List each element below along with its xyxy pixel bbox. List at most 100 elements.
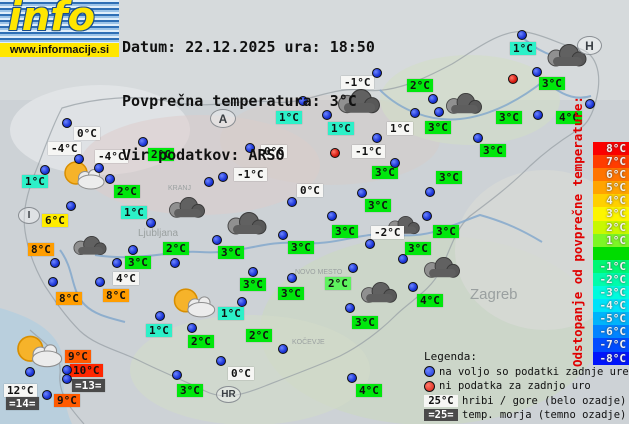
- station-dot-current: [42, 390, 52, 400]
- station-temp-label: 3°C: [433, 225, 459, 238]
- header-source-line: Vir podatkov: ARSO: [122, 146, 285, 164]
- station-temp-label: 2°C: [325, 277, 351, 290]
- station-dot-current: [398, 254, 408, 264]
- station-dot-current: [298, 96, 308, 106]
- station-temp-label: 4°C: [556, 111, 582, 124]
- scale-cell--3°C: -3°C: [593, 286, 629, 300]
- legend-items: na voljo so podatki zadnje ure ni podatka…: [424, 365, 629, 423]
- station-dot-current: [287, 197, 297, 207]
- legend-row: ni podatka za zadnjo uro: [424, 379, 629, 394]
- dark-box-icon: =25=: [424, 409, 458, 422]
- white-box-icon: 25°C: [424, 394, 458, 407]
- station-temp-label: 1°C: [146, 324, 172, 337]
- station-temp-label: 2°C: [188, 335, 214, 348]
- station-temp-label: 0°C: [261, 145, 287, 158]
- station-temp-label: 3°C: [436, 171, 462, 184]
- station-dot-current: [322, 110, 332, 120]
- station-temp-label: 3°C: [125, 256, 151, 269]
- scale-cell-4°C: 4°C: [593, 194, 629, 208]
- station-temp-label: 1°C: [510, 42, 536, 55]
- legend-row: 25°C hribi / gore (belo ozadje): [424, 394, 629, 409]
- station-temp-label: 3°C: [288, 241, 314, 254]
- country-marker-i: I: [18, 207, 40, 224]
- legend-text: temp. morja (temno ozadje): [462, 409, 627, 421]
- header-info: Datum: 22.12.2025 ura: 18:50 Povprečna t…: [122, 2, 375, 200]
- scale-cell--7°C: -7°C: [593, 338, 629, 352]
- legend-row: na voljo so podatki zadnje ure: [424, 365, 629, 380]
- station-dot-current: [422, 211, 432, 221]
- scale-cell-7°C: 7°C: [593, 155, 629, 169]
- station-dot-current: [138, 137, 148, 147]
- station-dot-current: [428, 94, 438, 104]
- station-temp-label: 1°C: [218, 307, 244, 320]
- station-dot-current: [40, 165, 50, 175]
- station-temp-label: 1°C: [328, 122, 354, 135]
- station-dot-current: [390, 158, 400, 168]
- deviation-color-scale: 8°C 7°C 6°C 5°C 4°C 3°C 2°C 1°C -1°C -2°C -3°C -4°C…: [593, 142, 629, 365]
- info-logo[interactable]: info www.informacije.si: [0, 0, 119, 57]
- station-dot-current: [327, 211, 337, 221]
- scale-cell-5°C: 5°C: [593, 181, 629, 195]
- station-dot-current: [112, 258, 122, 268]
- station-temp-label: 3°C: [278, 287, 304, 300]
- station-temp-label: 3°C: [425, 121, 451, 134]
- scale-cell-zero: [593, 246, 629, 260]
- header-average-temperature-line: Povprečna temperatura: 3°C: [122, 92, 357, 110]
- station-temp-label: 3°C: [480, 144, 506, 157]
- logo-stripes-background: [0, 0, 119, 44]
- station-dot-nodata: [508, 74, 518, 84]
- station-dot-current: [365, 239, 375, 249]
- station-temp-label: 10°C: [70, 364, 103, 377]
- scale-cell--4°C: -4°C: [593, 299, 629, 313]
- station-temp-label: 3°C: [352, 316, 378, 329]
- station-dot-current: [170, 258, 180, 268]
- scale-cell--5°C: -5°C: [593, 312, 629, 326]
- blue-dot-icon: [424, 366, 435, 378]
- station-temp-label: 3°C: [240, 278, 266, 291]
- legend-text: hribi / gore (belo ozadje): [462, 394, 627, 407]
- scale-cell--8°C: -8°C: [593, 351, 629, 365]
- station-dot-current: [357, 188, 367, 198]
- station-temp-label: 8°C: [56, 292, 82, 305]
- station-dot-current: [372, 133, 382, 143]
- station-dot-current: [50, 258, 60, 268]
- station-temp-label: 4°C: [113, 272, 139, 285]
- station-temp-label: 4°C: [417, 294, 443, 307]
- station-temp-label: 12°C: [4, 384, 37, 397]
- station-temp-label: 8°C: [103, 289, 129, 302]
- station-dot-current: [62, 374, 72, 384]
- station-dot-current: [94, 163, 104, 173]
- station-temp-label: 3°C: [365, 199, 391, 212]
- station-dot-nodata: [330, 148, 340, 158]
- station-dot-current: [248, 267, 258, 277]
- station-temp-label: 1°C: [276, 111, 302, 124]
- station-dot-current: [585, 99, 595, 109]
- scale-cell--2°C: -2°C: [593, 272, 629, 287]
- station-temp-label: =14=: [6, 397, 39, 410]
- red-dot-icon: [424, 380, 435, 392]
- station-dot-current: [278, 230, 288, 240]
- station-temp-label: -4°C: [48, 142, 81, 155]
- legend-text: na voljo so podatki zadnje ure: [439, 365, 629, 378]
- station-dot-current: [62, 118, 72, 128]
- station-dot-current: [146, 218, 156, 228]
- station-temp-label: 0°C: [228, 367, 254, 380]
- legend-row: =25= temp. morja (temno ozadje): [424, 408, 629, 423]
- station-temp-label: 2°C: [163, 242, 189, 255]
- station-dot-current: [408, 282, 418, 292]
- station-dot-current: [473, 133, 483, 143]
- station-dot-current: [216, 356, 226, 366]
- country-marker-hr: HR: [216, 386, 241, 403]
- station-temp-label: 4°C: [356, 384, 382, 397]
- station-dot-current: [245, 143, 255, 153]
- station-temp-label: 3°C: [539, 77, 565, 90]
- logo-url-link[interactable]: www.informacije.si: [0, 43, 119, 57]
- station-dot-current: [105, 174, 115, 184]
- station-dot-current: [128, 245, 138, 255]
- station-dot-current: [218, 172, 228, 182]
- station-dot-current: [172, 370, 182, 380]
- station-temp-label: -4°C: [95, 150, 128, 163]
- station-dot-current: [95, 277, 105, 287]
- country-marker-a: A: [210, 109, 236, 128]
